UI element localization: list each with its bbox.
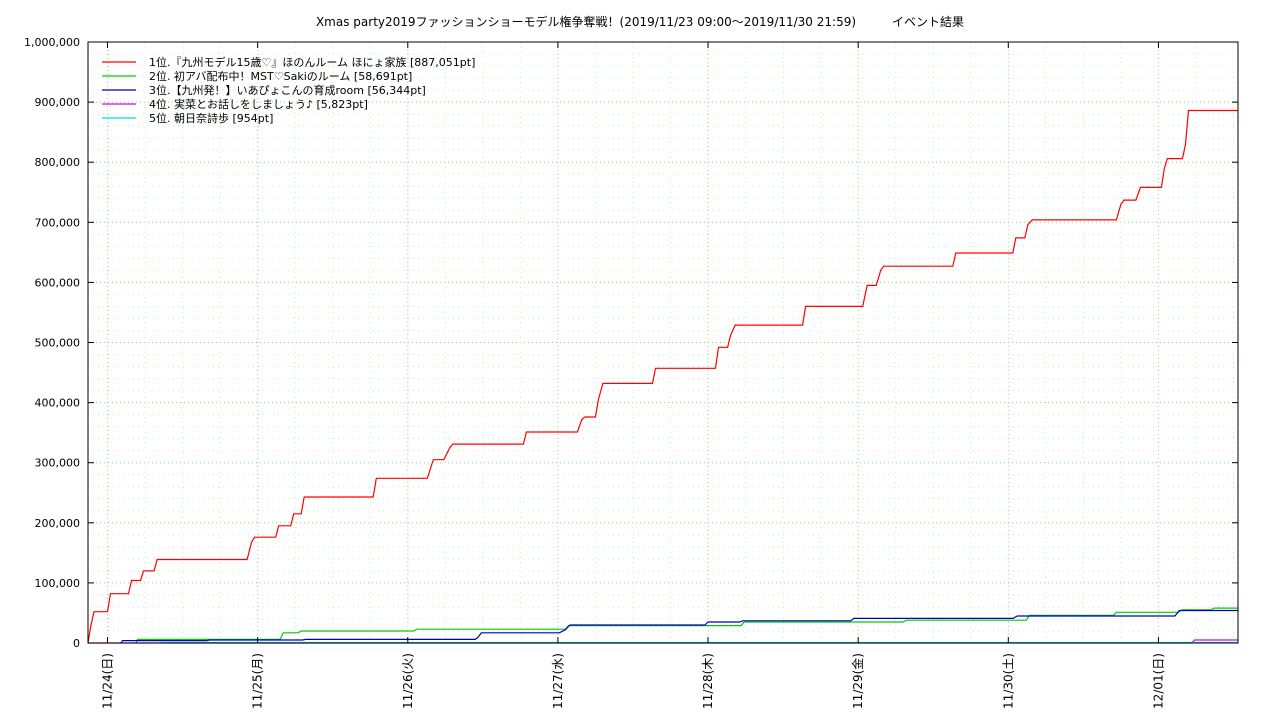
y-tick-label: 400,000 bbox=[35, 397, 81, 410]
legend-label-1: 1位.『九州モデル15歳♡』ほのんルーム ほにょ家族 [887,051pt] bbox=[149, 55, 475, 69]
x-tick-label: 12/01(日) bbox=[1151, 653, 1165, 709]
y-tick-label: 200,000 bbox=[35, 517, 81, 530]
chart-title: Xmas party2019ファッションショーモデル権争奪戦！(2019/11/… bbox=[315, 15, 965, 29]
x-tick-label: 11/25(月) bbox=[251, 653, 265, 709]
axis-ticks: 0 100,000 200,000 300,000 400,000 500,000 600,… bbox=[24, 36, 1238, 709]
y-tick-label: 800,000 bbox=[35, 156, 81, 169]
grid-lines bbox=[88, 41, 1238, 644]
series-line-1 bbox=[87, 109, 1238, 644]
legend-label-5: 5位. 朝日奈詩歩 [954pt] bbox=[149, 111, 273, 125]
series-line-2 bbox=[135, 607, 1238, 644]
series-line-3 bbox=[120, 609, 1238, 644]
x-tick-label: 11/30(土) bbox=[1001, 653, 1015, 709]
y-tick-label: 0 bbox=[73, 637, 80, 650]
y-tick-label: 600,000 bbox=[35, 276, 81, 289]
legend-label-3: 3位.【九州発！】いあぴょこんの育成room [56,344pt] bbox=[149, 83, 426, 97]
legend: 1位.『九州モデル15歳♡』ほのんルーム ほにょ家族 [887,051pt]2位… bbox=[102, 55, 475, 125]
x-tick-label: 11/27(水) bbox=[551, 653, 565, 709]
series-lines bbox=[87, 109, 1238, 644]
y-tick-label: 1,000,000 bbox=[24, 36, 80, 49]
x-tick-label: 11/24(日) bbox=[101, 653, 115, 709]
x-tick-label: 11/26(火) bbox=[401, 653, 415, 709]
legend-label-4: 4位. 実菜とお話しをしましょう♪ [5,823pt] bbox=[149, 97, 368, 111]
y-tick-label: 300,000 bbox=[35, 457, 81, 470]
y-tick-label: 500,000 bbox=[35, 337, 81, 350]
legend-label-2: 2位. 初アバ配布中！MST♡Sakiのルーム [58,691pt] bbox=[149, 69, 412, 83]
y-tick-label: 700,000 bbox=[35, 216, 81, 229]
x-tick-label: 11/29(金) bbox=[850, 653, 865, 709]
y-tick-label: 100,000 bbox=[35, 577, 81, 590]
x-tick-label: 11/28(木) bbox=[701, 653, 715, 709]
y-tick-label: 900,000 bbox=[35, 96, 81, 109]
